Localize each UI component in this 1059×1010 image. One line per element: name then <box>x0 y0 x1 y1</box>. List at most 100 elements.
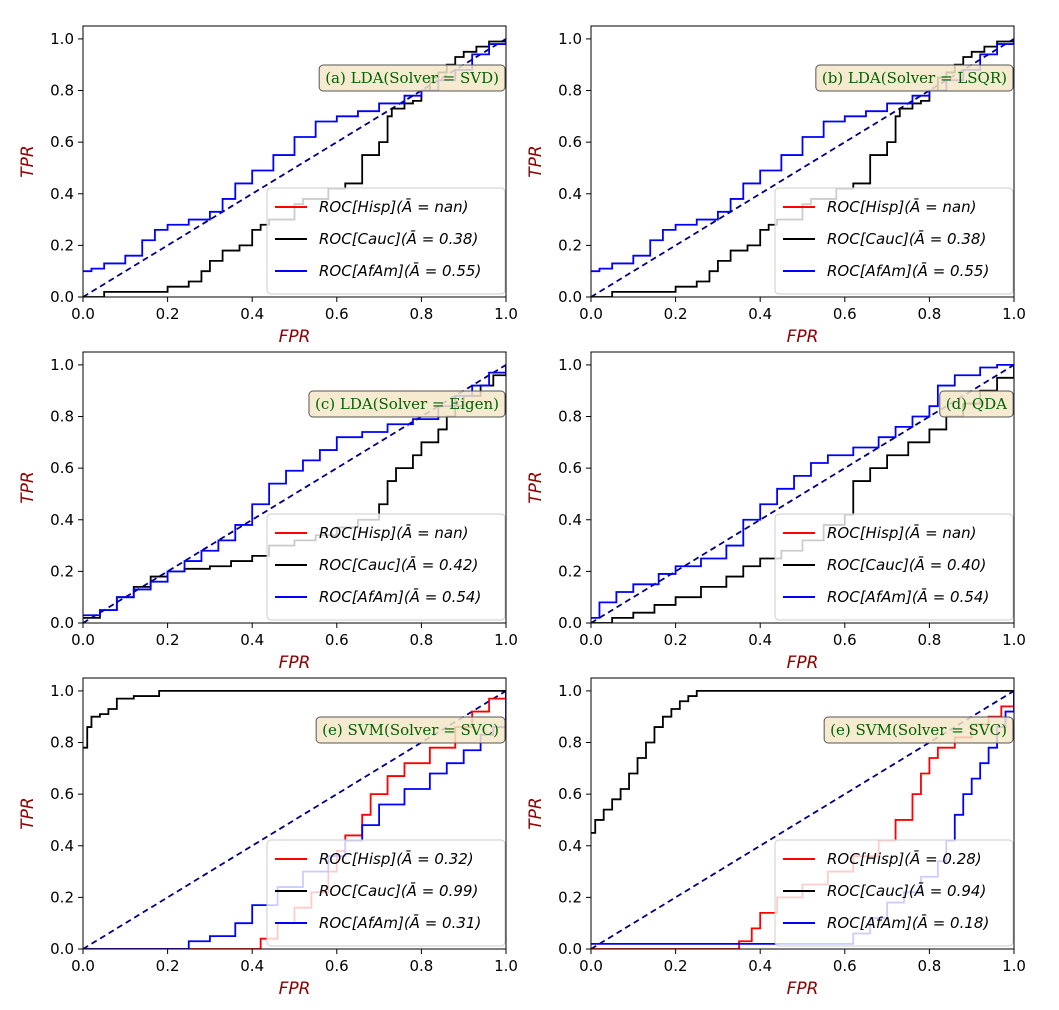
axes-frame <box>590 25 1015 298</box>
x-tick-label: 0.2 <box>664 305 688 323</box>
x-tick-label: 0.4 <box>240 631 264 649</box>
y-tick-label: 0.6 <box>50 785 74 803</box>
legend-label-afam: ROC[AfAm](Ā = 0.54) <box>319 588 481 606</box>
y-tick-label: 1.0 <box>558 30 582 48</box>
y-axis-label: TPR <box>526 797 546 829</box>
x-tick-label: 0.4 <box>748 957 772 975</box>
legend-label-hisp: ROC[Hisp](Ā = nan) <box>319 198 468 216</box>
legend-label-afam: ROC[AfAm](Ā = 0.54) <box>827 588 989 606</box>
x-tick-label: 0.2 <box>156 305 180 323</box>
y-tick-label: 1.0 <box>50 682 74 700</box>
legend-label-hisp: ROC[Hisp](Ā = 0.32) <box>319 850 474 868</box>
x-axis-label: FPR <box>787 653 819 673</box>
x-axis-label: FPR <box>279 327 311 347</box>
y-axis-label: TPR <box>18 797 38 829</box>
y-tick-label: 0.0 <box>558 288 582 306</box>
legend-label-afam: ROC[AfAm](Ā = 0.55) <box>319 262 481 280</box>
x-tick-label: 0.0 <box>579 631 603 649</box>
y-tick-label: 1.0 <box>558 682 582 700</box>
chart-panel-1: 0.0 0.2 0.4 0.6 0.8 1.0 0.0 0.2 0.4 0.6 0.8 1.0 FPR T… <box>526 25 1026 347</box>
y-tick-label: 0.4 <box>558 511 582 529</box>
legend: ROC[Hisp](Ā = nan) ROC[Cauc](Ā = 0.42) ROC… <box>266 513 506 621</box>
y-tick-label: 0.0 <box>558 614 582 632</box>
legend-label-hisp: ROC[Hisp](Ā = nan) <box>319 524 468 542</box>
x-tick-label: 0.0 <box>71 957 95 975</box>
x-tick-label: 0.8 <box>917 631 941 649</box>
x-tick-label: 0.4 <box>240 957 264 975</box>
y-axis-label: TPR <box>18 145 38 177</box>
x-tick-label: 0.8 <box>409 957 433 975</box>
y-tick-label: 0.8 <box>50 734 74 752</box>
y-tick-label: 0.4 <box>50 511 74 529</box>
y-tick-label: 0.2 <box>558 888 582 906</box>
legend: ROC[Hisp](Ā = 0.28) ROC[Cauc](Ā = 0.94) RO… <box>774 839 1014 947</box>
panel-annotation: (a) LDA(Solver = SVD) <box>325 69 499 87</box>
legend: ROC[Hisp](Ā = nan) ROC[Cauc](Ā = 0.40) ROC… <box>774 513 1014 621</box>
legend-label-afam: ROC[AfAm](Ā = 0.55) <box>827 262 989 280</box>
y-tick-label: 0.6 <box>50 459 74 477</box>
y-tick-label: 0.2 <box>50 236 74 254</box>
x-tick-label: 0.6 <box>325 631 349 649</box>
x-tick-label: 1.0 <box>494 631 518 649</box>
x-tick-label: 0.2 <box>156 631 180 649</box>
roc-line-cauc <box>591 690 1014 834</box>
legend-box <box>774 187 1014 295</box>
legend-label-cauc: ROC[Cauc](Ā = 0.38) <box>827 230 986 248</box>
panel-annotation: (e) SVM(Solver = SVC) <box>830 721 1007 739</box>
x-tick-label: 0.8 <box>917 957 941 975</box>
y-tick-label: 0.0 <box>50 940 74 958</box>
y-tick-label: 0.4 <box>558 185 582 203</box>
legend-box <box>266 839 506 947</box>
y-tick-label: 0.8 <box>558 408 582 426</box>
y-tick-label: 0.0 <box>50 288 74 306</box>
annotation-box <box>318 64 506 92</box>
legend-label-cauc: ROC[Cauc](Ā = 0.42) <box>319 556 478 574</box>
panel-annotation: (c) LDA(Solver = Eigen) <box>315 395 499 413</box>
x-tick-label: 1.0 <box>1002 957 1026 975</box>
y-tick-label: 0.2 <box>50 562 74 580</box>
legend-box <box>774 513 1014 621</box>
y-tick-label: 0.6 <box>50 133 74 151</box>
x-tick-label: 0.2 <box>664 631 688 649</box>
y-tick-label: 0.6 <box>558 459 582 477</box>
x-tick-label: 0.0 <box>71 305 95 323</box>
chart-panel-2: 0.0 0.2 0.4 0.6 0.8 1.0 0.0 0.2 0.4 0.6 0.8 1.0 FPR T… <box>18 351 518 673</box>
legend-label-cauc: ROC[Cauc](Ā = 0.99) <box>319 882 478 900</box>
legend-label-cauc: ROC[Cauc](Ā = 0.40) <box>827 556 986 574</box>
y-tick-label: 0.4 <box>50 837 74 855</box>
panel-annotation: (b) LDA(Solver = LSQR) <box>822 69 1007 87</box>
annotation-box <box>939 390 1014 418</box>
x-tick-label: 0.4 <box>748 631 772 649</box>
axes-frame <box>82 25 507 298</box>
y-tick-label: 0.0 <box>50 614 74 632</box>
legend-label-afam: ROC[AfAm](Ā = 0.31) <box>319 914 481 932</box>
legend-label-cauc: ROC[Cauc](Ā = 0.38) <box>319 230 478 248</box>
y-tick-label: 0.6 <box>558 785 582 803</box>
x-tick-label: 0.0 <box>71 631 95 649</box>
roc-line-afam <box>591 364 1014 619</box>
x-tick-label: 1.0 <box>1002 631 1026 649</box>
y-tick-label: 0.4 <box>50 185 74 203</box>
annotation-box <box>315 716 506 744</box>
legend-box <box>266 513 506 621</box>
x-tick-label: 1.0 <box>494 957 518 975</box>
legend-label-hisp: ROC[Hisp](Ā = nan) <box>827 524 976 542</box>
x-axis-label: FPR <box>279 979 311 999</box>
legend: ROC[Hisp](Ā = nan) ROC[Cauc](Ā = 0.38) ROC… <box>774 187 1014 295</box>
x-tick-label: 0.2 <box>156 957 180 975</box>
x-tick-label: 0.8 <box>409 305 433 323</box>
x-tick-label: 0.4 <box>748 305 772 323</box>
x-tick-label: 0.2 <box>664 957 688 975</box>
x-tick-label: 0.6 <box>833 305 857 323</box>
y-tick-label: 1.0 <box>50 356 74 374</box>
x-tick-label: 0.0 <box>579 305 603 323</box>
axes-frame <box>590 351 1015 624</box>
y-tick-label: 0.8 <box>558 734 582 752</box>
y-tick-label: 0.0 <box>558 940 582 958</box>
axes-frame <box>590 677 1015 950</box>
y-tick-label: 1.0 <box>558 356 582 374</box>
x-axis-label: FPR <box>787 979 819 999</box>
annotation-box <box>823 716 1014 744</box>
annotation-box <box>815 64 1014 92</box>
